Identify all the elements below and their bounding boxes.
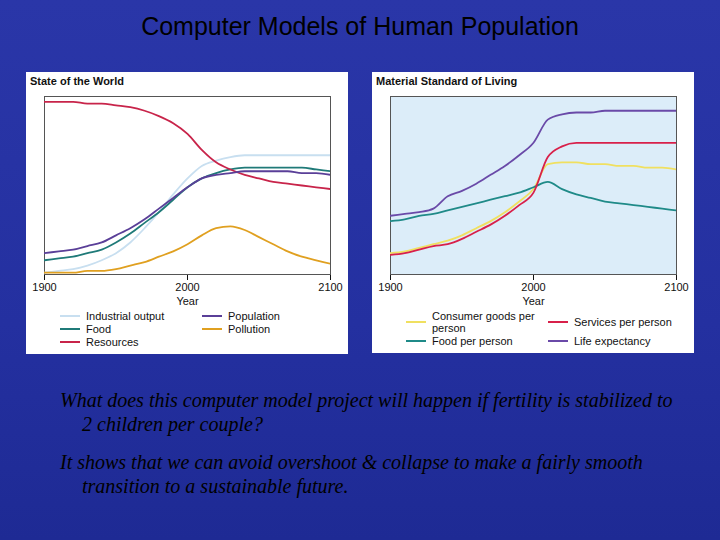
html-text:What does this computer model: What does this computer model project wi… <box>60 389 673 435</box>
html-text:Population: Population <box>228 310 280 322</box>
html-text:Consumer goods per person: Consumer goods per person <box>432 310 535 334</box>
html-text:Pollution: Pollution <box>228 323 271 335</box>
html-text:Computer Models of Human Popul: Computer Models of Human Population <box>141 12 579 40</box>
svg-text:1900: 1900 <box>378 281 402 293</box>
html-text:Industrial output: Industrial output <box>86 310 165 322</box>
svg-text:2000: 2000 <box>175 281 199 293</box>
svg-text:1900: 1900 <box>32 281 56 293</box>
svg-text:2100: 2100 <box>318 281 342 293</box>
html-text:Life expectancy: Life expectancy <box>574 335 651 347</box>
html-text:It shows that we can avoid ove: It shows that we can avoid overshoot & c… <box>60 451 643 497</box>
svg-text:2000: 2000 <box>521 281 545 293</box>
svg-text:Year: Year <box>522 295 545 307</box>
html-text:State of the World: State of the World <box>30 75 124 87</box>
html-text:Material Standard of Living: Material Standard of Living <box>376 75 518 87</box>
html-text:Food: Food <box>86 323 112 335</box>
svg-text:2100: 2100 <box>664 281 688 293</box>
html-text:Services per person: Services per person <box>574 316 672 328</box>
html-text:Food per person: Food per person <box>432 335 513 347</box>
svg-text:Year: Year <box>176 295 199 307</box>
html-text:Resources: Resources <box>86 336 139 348</box>
